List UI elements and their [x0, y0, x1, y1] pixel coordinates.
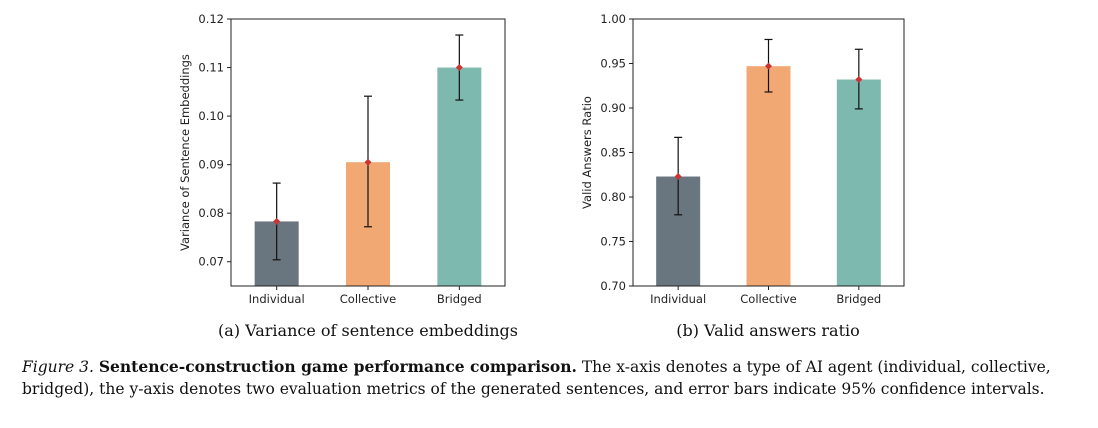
y-tick-label: 1.00 — [600, 12, 626, 26]
subcaption: (a) Variance of sentence embeddings — [218, 321, 518, 340]
figure-caption-body: The x-axis denotes a type of AI agent (i… — [22, 358, 1051, 398]
y-tick-label: 0.85 — [600, 146, 626, 160]
figure-caption: Figure 3. Sentence-construction game per… — [22, 356, 1082, 400]
bar-bridged — [836, 79, 881, 287]
subcaption: (b) Valid answers ratio — [676, 321, 860, 340]
y-tick-label: 0.07 — [198, 255, 224, 269]
mean-marker-bridged — [855, 76, 863, 84]
mean-marker-individual — [674, 173, 682, 181]
x-tick-label: Collective — [740, 292, 796, 306]
figure-title: Sentence-construction game performance c… — [98, 357, 577, 376]
mean-marker-collective — [364, 158, 372, 166]
y-tick-label: 0.90 — [600, 101, 626, 115]
bar-collective — [746, 66, 791, 286]
y-tick-label: 0.10 — [198, 109, 224, 123]
x-tick-label: Individual — [249, 292, 305, 306]
mean-marker-collective — [765, 62, 772, 70]
x-tick-label: Individual — [650, 292, 706, 306]
y-tick-label: 0.11 — [198, 61, 224, 75]
y-tick-label: 0.80 — [600, 190, 626, 204]
y-tick-label: 0.09 — [198, 158, 224, 172]
y-tick-label: 0.08 — [198, 206, 224, 220]
y-axis-label: Valid Answers Ratio — [580, 96, 594, 209]
y-tick-label: 0.12 — [198, 12, 224, 26]
figure-number: Figure 3. — [22, 358, 94, 376]
x-tick-label: Collective — [340, 292, 396, 306]
x-tick-label: Bridged — [836, 292, 881, 306]
mean-marker-bridged — [455, 64, 463, 72]
y-axis-label: Variance of Sentence Embeddings — [178, 54, 192, 251]
chart-valid-answers: 0.70 0.75 0.80 0.85 0.90 0.95 1.00 Individual Co… — [580, 12, 905, 340]
y-tick-label: 0.75 — [600, 235, 626, 249]
mean-marker-individual — [273, 217, 281, 225]
y-tick-label: 0.70 — [600, 279, 626, 293]
chart-variance-embeddings: 0.07 0.08 0.09 0.10 0.11 0.12 Individual Collec… — [178, 12, 518, 340]
x-tick-label: Bridged — [437, 292, 482, 306]
y-tick-label: 0.95 — [600, 57, 626, 71]
bar-bridged — [437, 67, 482, 286]
